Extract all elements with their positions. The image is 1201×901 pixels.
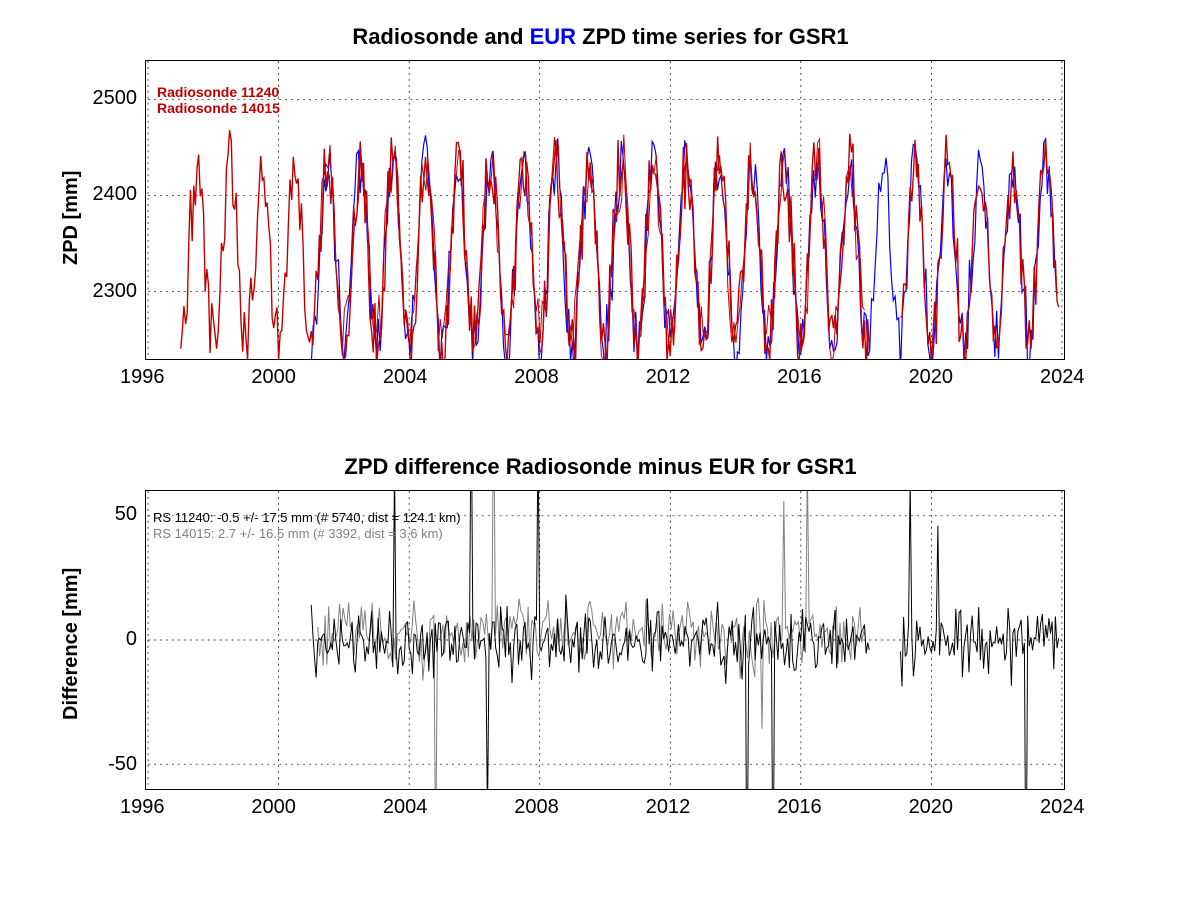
x-tick-label: 2004: [383, 366, 428, 389]
y-tick-label: 50: [115, 503, 137, 526]
x-tick-label: 1996: [120, 366, 165, 389]
chart1-axes: [145, 60, 1065, 360]
x-tick-label: 2008: [514, 796, 559, 819]
legend-entry: RS 14015: 2.7 +/- 16.5 mm (# 3392, dist …: [153, 526, 443, 541]
y-tick-label: 2400: [93, 183, 138, 206]
x-tick-label: 2000: [251, 366, 296, 389]
chart1-title: Radiosonde and EUR ZPD time series for G…: [0, 24, 1201, 50]
x-tick-label: 2024: [1040, 796, 1085, 819]
chart2-ylabel: Difference [mm]: [60, 568, 83, 720]
x-tick-label: 2024: [1040, 366, 1085, 389]
x-tick-label: 2004: [383, 796, 428, 819]
title-span: Radiosonde and: [352, 24, 529, 49]
chart1-ylabel: ZPD [mm]: [60, 171, 83, 265]
x-tick-label: 1996: [120, 796, 165, 819]
x-tick-label: 2016: [777, 366, 822, 389]
x-tick-label: 2020: [909, 796, 954, 819]
y-tick-label: 0: [126, 628, 137, 651]
legend-entry: Radiosonde 14015: [157, 100, 280, 116]
figure: Radiosonde and EUR ZPD time series for G…: [0, 0, 1201, 901]
x-tick-label: 2008: [514, 366, 559, 389]
legend-entry: RS 11240: -0.5 +/- 17.5 mm (# 5740, dist…: [153, 510, 461, 525]
title-span: ZPD time series for GSR1: [576, 24, 849, 49]
y-tick-label: 2300: [93, 280, 138, 303]
chart2-title: ZPD difference Radiosonde minus EUR for …: [0, 454, 1201, 480]
y-tick-label: 2500: [93, 87, 138, 110]
x-tick-label: 2016: [777, 796, 822, 819]
x-tick-label: 2020: [909, 366, 954, 389]
x-tick-label: 2000: [251, 796, 296, 819]
y-tick-label: -50: [108, 753, 137, 776]
legend-entry: Radiosonde 11240: [157, 84, 279, 100]
title-span: EUR: [530, 24, 576, 49]
chart1-plot: [146, 61, 1064, 359]
x-tick-label: 2012: [646, 366, 691, 389]
x-tick-label: 2012: [646, 796, 691, 819]
